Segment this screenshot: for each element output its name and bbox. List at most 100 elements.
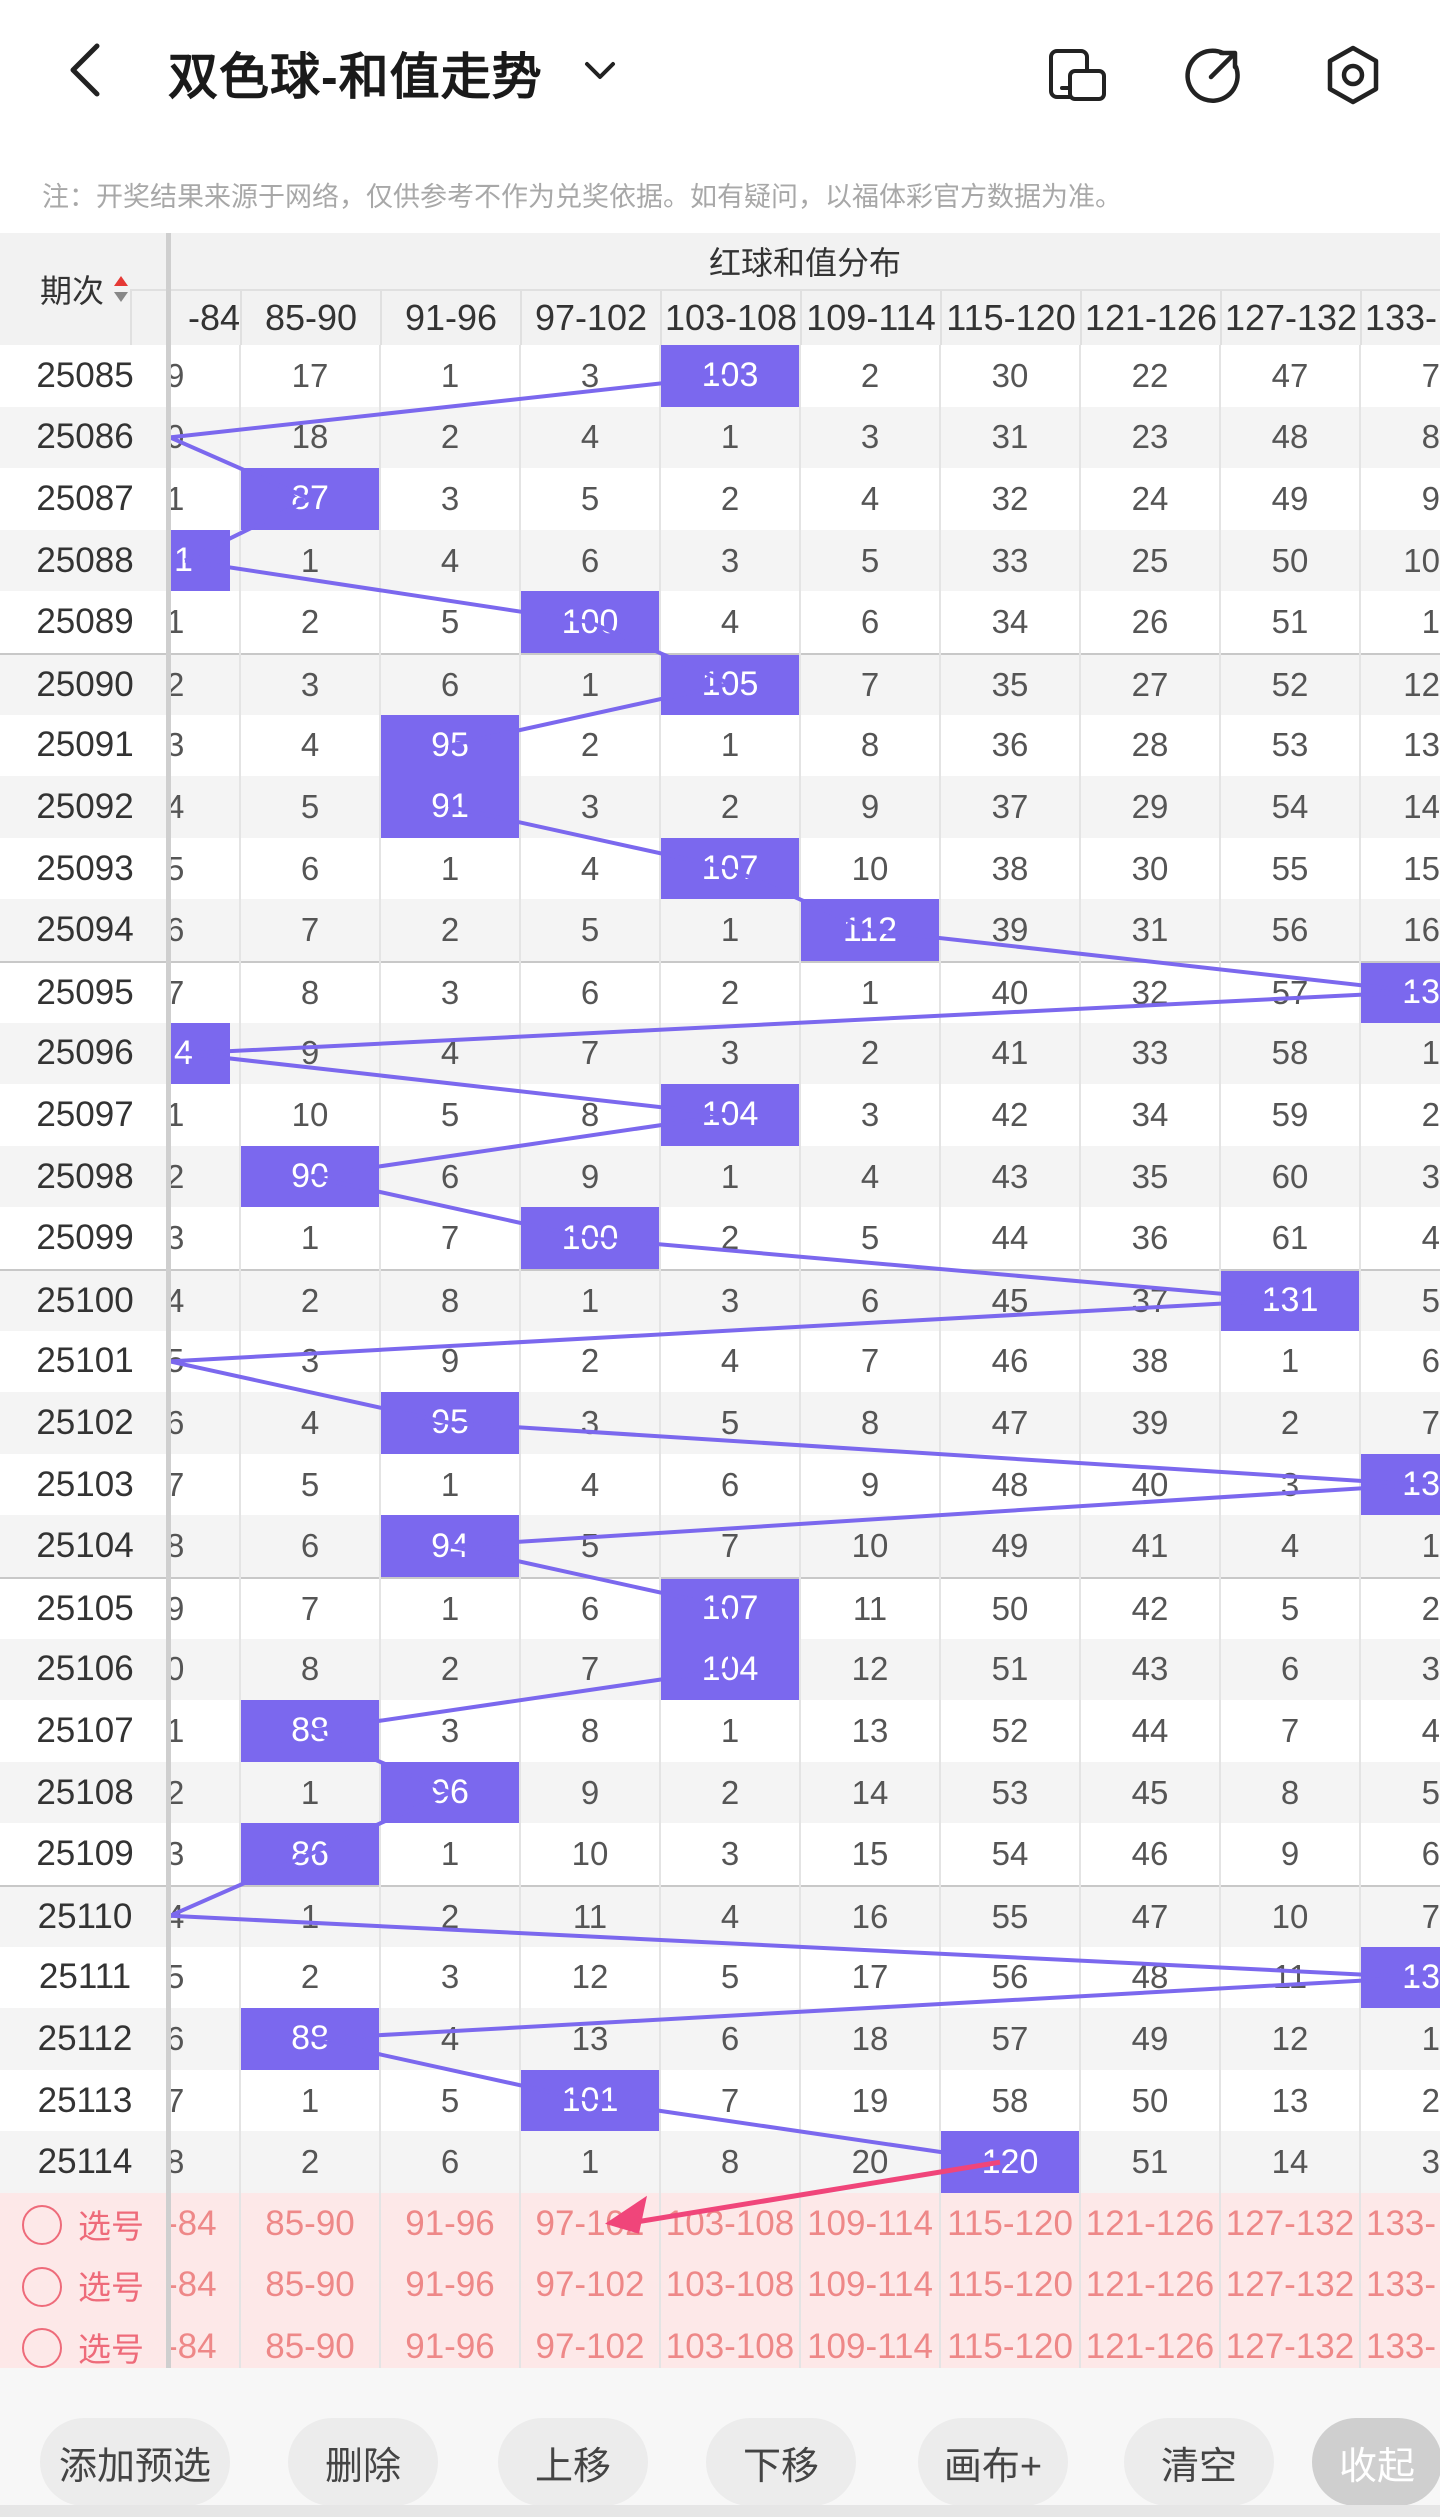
trend-table[interactable]: 期次 红球和值分布 -84 85-90 91-96 97-102 103-108 109-… bbox=[0, 233, 1440, 2368]
toolbar-button-1[interactable]: 删除 bbox=[288, 2418, 438, 2506]
selection-cell[interactable]: 109-114 bbox=[807, 2265, 933, 2305]
range-header-8: 127-132 bbox=[1220, 289, 1360, 345]
miss-count-cell: 4 bbox=[166, 1281, 185, 1319]
miss-count-cell: 15 bbox=[851, 1835, 889, 1873]
select-radio[interactable] bbox=[22, 2266, 62, 2307]
miss-count-cell: 50 bbox=[1131, 2081, 1169, 2119]
selection-cell[interactable]: 103-108 bbox=[665, 2265, 795, 2305]
selection-cell[interactable]: 103-108 bbox=[665, 2326, 795, 2366]
period-cell: 25097 bbox=[36, 1094, 134, 1134]
selection-cell[interactable]: 127-132 bbox=[1225, 2326, 1355, 2366]
selection-cell[interactable]: 103-108 bbox=[665, 2203, 795, 2243]
selection-cell[interactable]: 133- bbox=[1366, 2203, 1437, 2243]
miss-count-cell: 4 bbox=[1421, 1219, 1440, 1257]
select-radio[interactable] bbox=[22, 2328, 62, 2368]
toolbar-button-5[interactable]: 清空 bbox=[1124, 2418, 1274, 2506]
hit-value-cell: 107 bbox=[660, 837, 800, 900]
hit-value-cell: 1 bbox=[166, 529, 230, 592]
miss-count-cell: 2 bbox=[300, 1958, 320, 1996]
toolbar-button-0[interactable]: 添加预选 bbox=[40, 2418, 230, 2506]
selection-cell[interactable]: 91-96 bbox=[405, 2326, 495, 2366]
miss-count-cell: 3 bbox=[166, 1835, 185, 1873]
selection-cell[interactable]: 91-96 bbox=[405, 2265, 495, 2305]
toolbar-button-2[interactable]: 上移 bbox=[498, 2418, 648, 2506]
selection-cell[interactable]: -84 bbox=[166, 2265, 217, 2305]
range-header-6: 115-120 bbox=[940, 289, 1080, 345]
miss-count-cell: 1 bbox=[720, 1157, 740, 1195]
miss-count-cell: 39 bbox=[1131, 1403, 1169, 1441]
table-row: 25086 0 18 2 4 1 3 31 23 48 8 bbox=[0, 406, 1440, 469]
table-row: 25102 6 4 95 3 5 8 47 39 2 7 bbox=[0, 1392, 1440, 1454]
miss-count-cell: 14 bbox=[1271, 2143, 1309, 2181]
selection-cell[interactable]: 121-126 bbox=[1085, 2326, 1215, 2366]
selection-cell[interactable]: 115-120 bbox=[947, 2203, 1073, 2243]
grid-line bbox=[1219, 345, 1221, 2368]
selection-cell[interactable]: 121-126 bbox=[1085, 2203, 1215, 2243]
selection-cell[interactable]: 85-90 bbox=[265, 2203, 355, 2243]
selection-cell[interactable]: 133- bbox=[1366, 2265, 1437, 2305]
miss-count-cell: 25 bbox=[1131, 541, 1169, 579]
selection-cell[interactable]: 97-102 bbox=[535, 2326, 645, 2366]
miss-count-cell: 8 bbox=[300, 1650, 320, 1688]
selection-cell[interactable]: -84 bbox=[166, 2326, 217, 2366]
share-icon[interactable] bbox=[1165, 35, 1260, 115]
miss-count-cell: 28 bbox=[1131, 726, 1169, 764]
toolbar-button-4[interactable]: 画布+ bbox=[918, 2418, 1068, 2506]
miss-count-cell: 37 bbox=[991, 787, 1029, 825]
selection-cell[interactable]: 85-90 bbox=[265, 2326, 355, 2366]
miss-count-cell: 53 bbox=[1271, 726, 1309, 764]
selection-cell[interactable]: 85-90 bbox=[265, 2265, 355, 2305]
miss-count-cell: 9 bbox=[580, 1157, 600, 1195]
table-row: 25112 6 88 4 13 6 18 57 49 12 1 bbox=[0, 2008, 1440, 2070]
device-icon[interactable] bbox=[1030, 35, 1125, 115]
back-arrow-icon[interactable] bbox=[40, 25, 130, 115]
toolbar-button-6[interactable]: 收起 bbox=[1312, 2418, 1440, 2506]
miss-count-cell: 50 bbox=[991, 1589, 1029, 1627]
selection-cell[interactable]: 127-132 bbox=[1225, 2265, 1355, 2305]
selection-cell[interactable]: 109-114 bbox=[807, 2326, 933, 2366]
selection-cell[interactable]: 97-102 bbox=[535, 2265, 645, 2305]
miss-count-cell: 8 bbox=[300, 973, 320, 1011]
select-radio[interactable] bbox=[22, 2205, 62, 2245]
sort-icon[interactable] bbox=[112, 274, 130, 304]
period-cell: 25102 bbox=[36, 1402, 134, 1442]
range-header-2: 91-96 bbox=[380, 289, 520, 345]
selection-cell[interactable]: 115-120 bbox=[947, 2265, 1073, 2305]
select-label[interactable]: 选号 bbox=[78, 2330, 144, 2368]
frozen-column-divider bbox=[166, 233, 171, 2368]
selection-cell[interactable]: -84 bbox=[166, 2203, 217, 2243]
selection-cell[interactable]: 109-114 bbox=[807, 2203, 933, 2243]
settings-icon[interactable] bbox=[1305, 35, 1400, 115]
miss-count-cell: 24 bbox=[1131, 479, 1169, 517]
miss-count-cell: 5 bbox=[166, 1342, 185, 1380]
selection-cell[interactable]: 97-102 bbox=[535, 2203, 645, 2243]
miss-count-cell: 48 bbox=[1271, 418, 1309, 456]
miss-count-cell: 13 bbox=[571, 2019, 609, 2057]
page-title: 双色球-和值走势 bbox=[168, 49, 543, 105]
miss-count-cell: 12 bbox=[571, 1958, 609, 1996]
miss-count-cell: 40 bbox=[991, 973, 1029, 1011]
selection-cell[interactable]: 121-126 bbox=[1085, 2265, 1215, 2305]
period-cell: 25109 bbox=[36, 1834, 134, 1874]
selection-cell[interactable]: 127-132 bbox=[1225, 2203, 1355, 2243]
miss-count-cell: 3 bbox=[1421, 1650, 1440, 1688]
miss-count-cell: 3 bbox=[440, 973, 460, 1011]
miss-count-cell: 0 bbox=[166, 1650, 185, 1688]
miss-count-cell: 48 bbox=[1131, 1958, 1169, 1996]
select-label[interactable]: 选号 bbox=[78, 2269, 144, 2307]
miss-count-cell: 52 bbox=[991, 1711, 1029, 1749]
toolbar-button-3[interactable]: 下移 bbox=[706, 2418, 856, 2506]
miss-count-cell: 4 bbox=[440, 2019, 460, 2057]
select-label[interactable]: 选号 bbox=[78, 2207, 144, 2245]
miss-count-cell: 42 bbox=[991, 1095, 1029, 1133]
miss-count-cell: 47 bbox=[991, 1403, 1029, 1441]
miss-count-cell: 11 bbox=[572, 1897, 608, 1935]
miss-count-cell: 27 bbox=[1131, 665, 1169, 703]
selection-cell[interactable]: 91-96 bbox=[405, 2203, 495, 2243]
selection-cell[interactable]: 133- bbox=[1366, 2326, 1437, 2366]
miss-count-cell: 2 bbox=[1421, 2081, 1440, 2119]
selection-cell[interactable]: 115-120 bbox=[947, 2326, 1073, 2366]
title-dropdown[interactable]: 双色球-和值走势 bbox=[168, 38, 617, 108]
miss-count-cell: 9 bbox=[166, 1589, 185, 1627]
miss-count-cell: 1 bbox=[580, 2143, 600, 2181]
